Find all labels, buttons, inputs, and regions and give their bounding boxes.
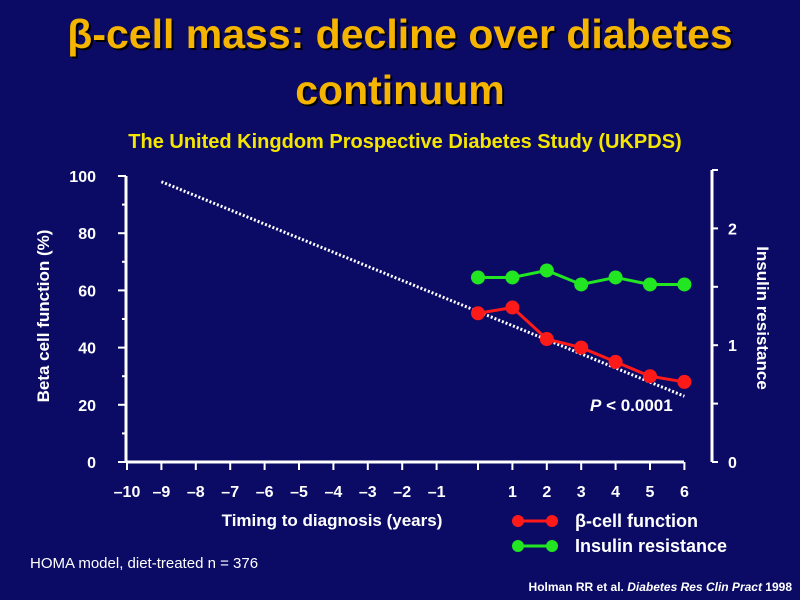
x-tick-label: –9 [153, 484, 171, 501]
series-1-point [505, 270, 520, 285]
y-left-tick-label: 20 [78, 398, 96, 415]
x-tick-label: –2 [393, 484, 411, 501]
series-1-point [677, 277, 692, 292]
x-tick-label: 6 [680, 484, 689, 501]
p-value-symbol: P [590, 396, 602, 415]
p-value-annotation: P < 0.0001 [590, 396, 673, 415]
series-1-point [574, 277, 589, 292]
series-0-point [677, 374, 692, 389]
chart-subtitle: The United Kingdom Prospective Diabetes … [128, 131, 682, 153]
title-line1: -cell mass: decline over diabetes [92, 11, 733, 57]
citation-year: 1998 [765, 580, 792, 594]
trend-layer [160, 180, 685, 398]
citation-authors: Holman RR et al. [528, 580, 624, 594]
series-1-point [471, 270, 485, 285]
p-value-text: < 0.0001 [601, 396, 672, 415]
y-left-tick-label: 80 [78, 226, 96, 243]
footnote: HOMA model, diet-treated n = 376 [30, 555, 259, 572]
x-tick-label: 5 [646, 484, 655, 501]
x-tick-label: –1 [428, 484, 446, 501]
series-1-point [608, 270, 623, 285]
series-0-point [539, 332, 554, 347]
series-0-point [608, 354, 623, 369]
x-tick-label: –4 [325, 484, 343, 501]
x-tick-label: –7 [221, 484, 239, 501]
legend-swatch-dot-1 [512, 540, 524, 552]
series-layer [471, 263, 692, 389]
legend-swatch-dot-1 [546, 540, 558, 552]
title-beta-symbol: β [67, 11, 93, 57]
series-0-point [505, 300, 520, 315]
y-right-axis-title: Insulin resistance [753, 246, 772, 390]
axes-layer: 0 20 40 60 80 100 0 1 2 –10 –9 –8 –7 –6 –5 –4 –3 –2 –1 1 2 3 4… [69, 169, 737, 501]
y-left-tick-label: 60 [78, 283, 96, 300]
y-left-tick-label: 100 [69, 169, 96, 186]
citation-journal: Diabetes Res Clin Pract [627, 580, 762, 594]
series-0-point [471, 306, 485, 321]
series-0-point [643, 369, 657, 384]
x-tick-label: –8 [187, 484, 205, 501]
y-left-axis-title: Beta cell function (%) [34, 230, 53, 403]
y-left-tick-label: 40 [78, 341, 96, 358]
legend-swatch-dot-0 [546, 515, 558, 527]
legend-label-0: β-cell function [575, 511, 698, 531]
title-line2: continuum [295, 67, 505, 113]
x-axis-title: Timing to diagnosis (years) [222, 511, 443, 530]
x-tick-label: 2 [542, 484, 551, 501]
series-1-point [643, 277, 657, 292]
x-tick-label: 1 [508, 484, 517, 501]
y-right-tick-label: 2 [728, 221, 737, 238]
y-right-tick-label: 0 [728, 455, 737, 472]
legend-swatch-dot-0 [512, 515, 524, 527]
x-tick-label: –5 [290, 484, 308, 501]
slide-title: β-cell mass: decline over diabetes conti… [0, 6, 800, 118]
y-right-tick-label: 1 [728, 338, 737, 355]
series-0-point [574, 340, 589, 355]
series-1-point [539, 263, 554, 278]
x-tick-label: 3 [577, 484, 586, 501]
legend-label-1: Insulin resistance [575, 536, 727, 556]
y-left-tick-label: 0 [87, 455, 96, 472]
x-tick-label: –6 [256, 484, 274, 501]
citation: Holman RR et al. Diabetes Res Clin Pract… [529, 580, 792, 594]
trend-line [160, 180, 685, 398]
label-layer: Timing to diagnosis (years) Beta cell fun… [34, 230, 772, 556]
x-tick-label: 4 [611, 484, 620, 501]
x-tick-label: –10 [114, 484, 141, 501]
x-tick-label: –3 [359, 484, 377, 501]
